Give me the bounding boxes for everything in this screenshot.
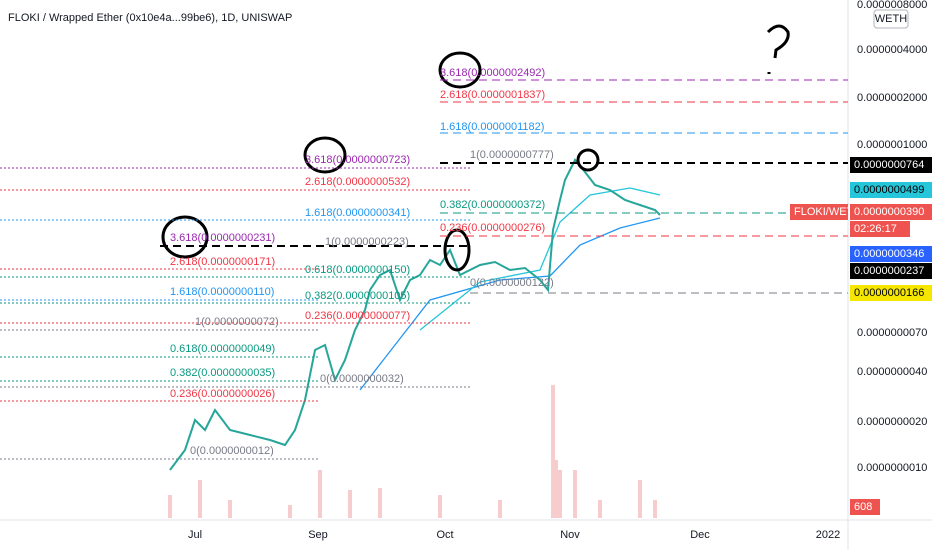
price-tag: [850, 499, 880, 515]
fib-label: 0.382(0.0000000035): [170, 367, 275, 379]
fib-label: 1(0.0000000777): [470, 149, 554, 161]
fib-label: 1(0.0000000072): [195, 316, 279, 328]
price-tag-label: FLOKI/WETH: [794, 206, 861, 218]
fib-label: 0.618(0.0000000150): [305, 264, 410, 276]
fib-label: 1.618(0.0000000341): [305, 207, 410, 219]
fib-label: 0(0.0000000012): [190, 445, 274, 457]
fib-label: 3.618(0.0000000723): [305, 154, 410, 166]
volume: [168, 385, 657, 518]
fib-label: 2.618(0.0000000171): [170, 256, 275, 268]
time-label: Sep: [308, 529, 328, 541]
time-label: 2022: [816, 529, 840, 541]
price-tag: [850, 246, 932, 262]
price-tag-label: 608: [854, 501, 872, 513]
price-label: 0.0000008000: [857, 0, 927, 11]
price-label: 0.0000001000: [857, 139, 927, 151]
moving-average: [419, 187, 661, 331]
price-tag-label: 0.0000000499: [854, 184, 924, 196]
annotations: [161, 24, 790, 272]
price-tag-label: 0.0000000390: [854, 206, 924, 218]
price-tag-label: 0.0000000237: [854, 265, 924, 277]
fib-label: 2.618(0.0000000532): [305, 176, 410, 188]
price-tag: [850, 221, 910, 237]
price-line: [169, 158, 661, 471]
fib-label: 0(0.0000000122): [470, 277, 554, 289]
price-tag: [850, 263, 932, 279]
fib-label: 0.236(0.0000000077): [305, 310, 410, 322]
price-tag-label: 0.0000000166: [854, 287, 924, 299]
fib-label: 1(0.0000000223): [325, 236, 409, 248]
price-label: 0.0000000040: [857, 366, 927, 378]
price-label: 0.0000000010: [857, 462, 927, 474]
fib-label: 0.382(0.0000000372): [440, 199, 545, 211]
time-label: Oct: [436, 529, 453, 541]
fib-label: 1.618(0.0000000110): [170, 286, 274, 298]
fib-label: 3.618(0.0000002492): [440, 67, 545, 79]
time-label: Nov: [560, 529, 580, 541]
price-label: 0.0000002000: [857, 92, 927, 104]
fib-label: 0.618(0.0000000049): [170, 343, 275, 355]
fib-label: 0.236(0.0000000026): [170, 388, 275, 400]
price-tag-label: 0.0000000346: [854, 248, 924, 260]
fib-label: 0.236(0.0000000276): [440, 222, 545, 234]
price-tag: [850, 182, 932, 198]
fib-label: 1.618(0.0000001182): [440, 121, 544, 133]
price-tag: [850, 285, 932, 301]
fib-label: 0.382(0.0000000105): [305, 290, 410, 302]
fib-label: 2.618(0.0000001837): [440, 89, 545, 101]
price-tag: [790, 204, 848, 220]
price-tag: [850, 157, 932, 173]
price-tag-label: 02:26:17: [854, 223, 897, 235]
price-tag-label: 0.0000000764: [854, 159, 924, 171]
time-label: Jul: [188, 529, 202, 541]
unit-box[interactable]: [873, 9, 909, 29]
price-label: 0.0000000020: [857, 416, 927, 428]
price-label: 0.0000004000: [857, 44, 927, 56]
chart-title: FLOKI / Wrapped Ether (0x10e4a...99be6),…: [8, 12, 292, 24]
time-label: Dec: [690, 529, 710, 541]
price-tag: [850, 204, 932, 220]
price-label: 0.0000000070: [857, 327, 927, 339]
unit-label: WETH: [875, 13, 907, 25]
fib-label: 3.618(0.0000000231): [170, 232, 275, 244]
fib-label: 0(0.0000000032): [320, 373, 404, 385]
